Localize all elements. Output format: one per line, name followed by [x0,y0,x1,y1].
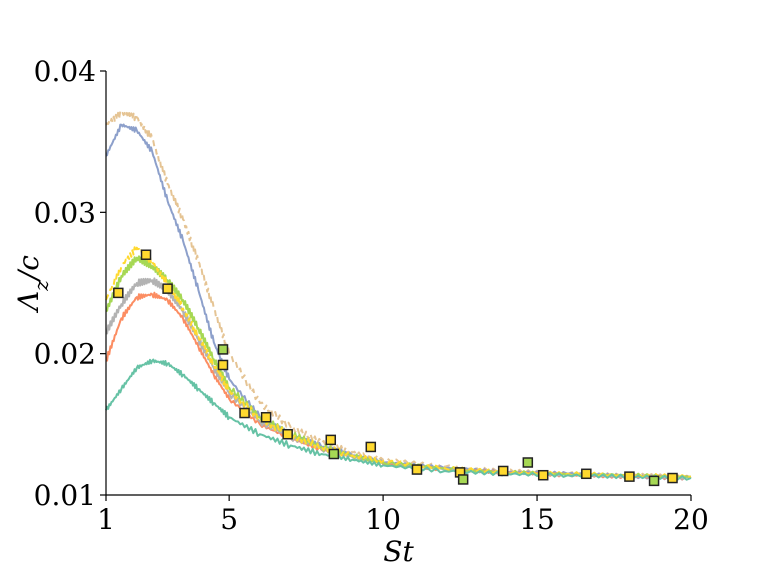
marker-layer [113,249,678,487]
series-line-4 [105,255,691,479]
marker-point-4 [217,359,229,371]
x-tick-label-3: 15 [519,503,555,536]
y-axis-label-tail: /c [12,255,45,283]
marker-point-15 [522,457,534,468]
series-layer [105,110,692,481]
marker-point-10 [365,441,377,453]
y-axis-label: Λz/c [12,255,53,314]
marker-point-8 [325,434,337,446]
x-tick-label-0: 1 [97,503,115,536]
marker-point-13 [457,474,469,485]
y-tick-label-0: 0.01 [34,479,96,512]
marker-point-18 [624,471,635,482]
x-axis-label: St [383,535,414,568]
x-tick-layer: 1 5 10 15 20 [97,495,709,536]
marker-point-3 [217,344,229,355]
marker-point-2 [162,283,173,294]
marker-point-1 [140,249,152,260]
y-tick-layer: 0.01 0.02 0.03 0.04 [34,55,106,512]
x-tick-label-1: 5 [220,503,238,536]
marker-point-19 [648,475,660,487]
marker-point-14 [497,465,509,477]
y-tick-label-1: 0.02 [34,338,96,371]
marker-point-6 [260,412,272,423]
y-tick-label-2: 0.03 [34,196,96,229]
x-tick-label-4: 20 [673,503,709,536]
y-tick-label-3: 0.04 [34,55,96,88]
series-line-0 [105,110,692,479]
marker-point-7 [282,428,293,440]
y-axis-label-main: Λ [12,291,45,314]
marker-point-5 [239,407,250,419]
series-line-1 [105,123,692,481]
marker-point-16 [537,469,549,481]
marker-point-17 [581,468,592,480]
marker-point-0 [113,287,124,299]
x-tick-label-2: 10 [365,503,401,536]
marker-point-9 [328,448,340,460]
series-line-5 [105,246,692,479]
marker-point-20 [667,472,678,484]
marker-point-11 [411,464,423,475]
y-axis-label-sub: z [29,280,53,292]
series-line-3 [105,277,692,480]
